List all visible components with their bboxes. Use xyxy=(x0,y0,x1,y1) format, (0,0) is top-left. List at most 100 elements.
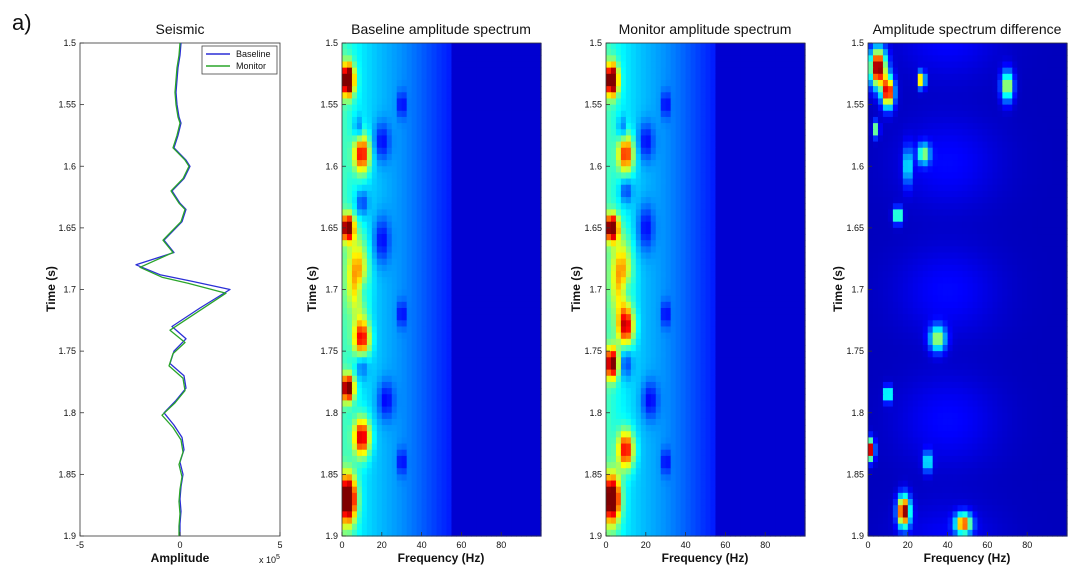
heatmap-cell xyxy=(750,234,756,241)
heatmap-cell xyxy=(620,178,627,186)
heatmap-cell xyxy=(476,431,482,438)
heatmap-cell xyxy=(361,178,368,186)
heatmap-cell xyxy=(531,505,537,512)
heatmap-cell xyxy=(391,166,398,174)
heatmap-cell xyxy=(401,246,408,254)
heatmap-cell xyxy=(675,209,682,217)
heatmap-cell xyxy=(655,252,662,260)
heatmap-cell xyxy=(625,203,632,210)
heatmap-cell xyxy=(526,79,532,87)
heatmap-cell xyxy=(745,147,751,155)
heatmap-cell xyxy=(720,73,726,81)
heatmap-cell xyxy=(710,79,717,87)
heatmap-cell xyxy=(735,289,741,297)
heatmap-cell xyxy=(391,283,398,291)
heatmap-cell xyxy=(780,184,786,192)
heatmap-cell xyxy=(421,246,428,254)
heatmap-cell xyxy=(401,184,408,192)
heatmap-cell xyxy=(391,215,398,223)
heatmap-cell xyxy=(496,499,502,506)
heatmap-cell xyxy=(501,92,507,100)
heatmap-cell xyxy=(775,160,781,167)
heatmap-cell xyxy=(396,190,403,198)
heatmap-cell xyxy=(346,486,353,494)
heatmap-cell xyxy=(376,86,383,93)
heatmap-cell xyxy=(401,394,408,402)
heatmap-cell xyxy=(406,110,413,118)
heatmap-cell xyxy=(451,505,458,512)
heatmap-cell xyxy=(446,517,453,525)
heatmap-cell xyxy=(516,412,522,420)
heatmap-cell xyxy=(461,369,467,377)
heatmap-cell xyxy=(730,147,736,155)
heatmap-cell xyxy=(610,184,617,192)
heatmap-cell xyxy=(401,369,408,377)
heatmap-cell xyxy=(785,110,791,118)
heatmap-cell xyxy=(610,55,617,63)
heatmap-cell xyxy=(680,67,687,75)
heatmap-cell xyxy=(730,153,736,161)
heatmap-cell xyxy=(506,209,512,217)
heatmap-cell xyxy=(526,61,532,69)
heatmap-cell xyxy=(620,67,627,75)
heatmap-cell xyxy=(386,147,393,155)
heatmap-cell xyxy=(665,147,672,155)
heatmap-cell xyxy=(371,351,378,358)
heatmap-cell xyxy=(486,153,492,161)
heatmap-cell xyxy=(775,61,781,69)
heatmap-cell xyxy=(531,277,537,284)
heatmap-cell xyxy=(630,215,637,223)
heatmap-cell xyxy=(366,129,373,137)
heatmap-cell xyxy=(436,400,443,408)
heatmap-cell xyxy=(466,240,472,247)
heatmap-cell xyxy=(770,147,776,155)
heatmap-cell xyxy=(426,258,433,266)
heatmap-cell xyxy=(755,277,761,284)
heatmap-cell xyxy=(471,492,477,500)
heatmap-cell xyxy=(501,264,507,272)
heatmap-cell xyxy=(481,289,487,297)
heatmap-cell xyxy=(356,110,363,118)
heatmap-cell xyxy=(342,252,348,260)
heatmap-cell xyxy=(351,283,358,291)
heatmap-cell xyxy=(401,351,408,358)
heatmap-cell xyxy=(655,271,662,278)
heatmap-cell xyxy=(376,357,383,365)
heatmap-cell xyxy=(755,240,761,247)
heatmap-cell xyxy=(531,43,537,50)
heatmap-cell xyxy=(466,480,472,488)
heatmap-cell xyxy=(780,110,786,118)
heatmap-cell xyxy=(486,351,492,358)
heatmap-cell xyxy=(486,79,492,87)
heatmap-cell xyxy=(366,431,373,438)
heatmap-cell xyxy=(695,153,702,161)
heatmap-cell xyxy=(371,234,378,241)
heatmap-cell xyxy=(466,221,472,229)
heatmap-cell xyxy=(401,277,408,284)
heatmap-cell xyxy=(431,468,438,475)
heatmap-cell xyxy=(342,98,348,106)
heatmap-cell xyxy=(501,320,507,328)
heatmap-cell xyxy=(715,129,722,137)
heatmap-cell xyxy=(680,73,687,81)
heatmap-cell xyxy=(735,86,741,93)
heatmap-cell xyxy=(750,178,756,186)
heatmap-cell xyxy=(531,338,537,346)
heatmap-cell xyxy=(456,301,462,309)
heatmap-cell xyxy=(411,480,418,488)
heatmap-cell xyxy=(720,166,726,174)
heatmap-cell xyxy=(606,79,612,87)
heatmap-cell xyxy=(630,197,637,204)
heatmap-cell xyxy=(536,431,542,438)
heatmap-cell xyxy=(441,388,448,395)
heatmap-cell xyxy=(342,197,348,204)
heatmap-cell xyxy=(481,110,487,118)
heatmap-cell xyxy=(630,234,637,241)
heatmap-cell xyxy=(640,116,647,124)
heatmap-cell xyxy=(800,240,806,247)
heatmap-cell xyxy=(416,511,423,519)
heatmap-cell xyxy=(725,277,731,284)
heatmap-cell xyxy=(745,172,751,180)
heatmap-cell xyxy=(521,400,527,408)
heatmap-cell xyxy=(536,499,542,506)
